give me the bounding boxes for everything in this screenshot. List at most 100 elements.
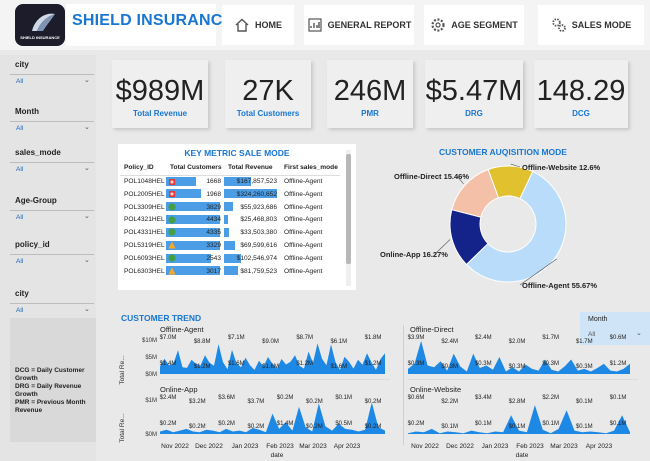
- nav-home-button[interactable]: HOME: [222, 5, 294, 45]
- key-metric-table: Policy_ID Total Customers Total Revenue …: [120, 160, 340, 278]
- customers-value: 1668: [206, 178, 221, 186]
- donut-slice[interactable]: [465, 170, 567, 283]
- green-circle-icon: [168, 215, 176, 224]
- data-label: $0.1M: [335, 395, 352, 401]
- customers-bar: [166, 189, 202, 199]
- data-label: $0.3M: [509, 364, 526, 370]
- kpi-value: $989M: [115, 75, 205, 107]
- data-label: $2.0M: [509, 339, 526, 345]
- series-title: Offline-Agent: [160, 325, 205, 334]
- revenue-value: $55,923,686: [240, 203, 277, 211]
- data-label: $3.2M: [189, 399, 206, 405]
- data-label: $0.3M: [576, 364, 593, 370]
- column-header[interactable]: Total Customers: [166, 160, 224, 176]
- revenue-value: $102,546,974: [236, 254, 277, 262]
- table-row[interactable]: POL6093HEL 2543 $102,546,974 Offline-Age…: [120, 252, 340, 265]
- chevron-down-icon: ⌄: [84, 306, 90, 313]
- panel-divider: [403, 325, 404, 445]
- kpi-label: Total Revenue: [132, 109, 188, 118]
- column-header[interactable]: Total Revenue: [224, 160, 280, 176]
- column-header[interactable]: Policy_ID: [120, 160, 166, 176]
- data-label: $0.1M: [576, 399, 593, 405]
- revenue-cell: $81,759,523: [224, 265, 280, 278]
- series-area[interactable]: [160, 343, 385, 374]
- nav-age-segment-button[interactable]: AGE SEGMENT: [424, 5, 524, 45]
- slicer-divider: [10, 254, 94, 255]
- table-row[interactable]: POL4321HEL 4434 $25,468,803 Offline-Agen…: [120, 214, 340, 227]
- scrollbar-thumb[interactable]: [346, 154, 351, 264]
- sales-mode-cell: Offline-Agent: [284, 190, 323, 198]
- customers-bar: [166, 240, 220, 250]
- revenue-cell: $33,503,380: [224, 226, 280, 239]
- x-tick-label: Apr 2023: [586, 443, 613, 450]
- policy-id-cell: POL2005HEL: [124, 190, 165, 198]
- nav-general-report-button[interactable]: GENERAL REPORT: [304, 5, 414, 45]
- series-area[interactable]: [408, 340, 630, 374]
- x-tick-label: Jan 2023: [232, 443, 259, 450]
- data-label: $2.8M: [509, 399, 526, 405]
- table-row[interactable]: POL3309HEL 3829 $55,923,686 Offline-Agen…: [120, 201, 340, 214]
- data-label: $3.9M: [408, 335, 425, 341]
- slicer-label: policy_id: [15, 240, 50, 249]
- data-label: $0.2M: [160, 421, 177, 427]
- data-label: $0.2M: [306, 399, 323, 405]
- slicer-dropdown[interactable]: All ⌄: [10, 76, 94, 88]
- table-scrollbar[interactable]: [346, 150, 351, 286]
- policy-id-cell: POL5319HEL: [124, 242, 165, 250]
- data-label: $0.1M: [610, 421, 627, 427]
- donut-slice[interactable]: [451, 168, 500, 218]
- slicer-value: All: [16, 307, 24, 314]
- sales-mode-cell: Offline-Agent: [284, 203, 323, 211]
- data-label: $0.1M: [509, 424, 526, 430]
- customers-cell: 1668: [166, 175, 224, 188]
- data-label: $0.2M: [189, 424, 206, 430]
- data-label: $2.4M: [160, 395, 177, 401]
- kpi-label: DCG: [572, 109, 590, 118]
- column-header[interactable]: First sales_mode: [280, 160, 340, 176]
- customers-value: 4335: [206, 229, 221, 237]
- kpi-card-total-customers: 27K Total Customers: [225, 60, 311, 128]
- slicer-dropdown[interactable]: All ⌄: [10, 164, 94, 176]
- table-row[interactable]: POL1048HEL 1668 $167,857,523 Offline-Age…: [120, 175, 340, 188]
- nav-sales-mode-button[interactable]: SALES MODE: [538, 5, 644, 45]
- x-tick-label: Feb 2023: [266, 443, 294, 450]
- revenue-cell: $69,599,616: [224, 239, 280, 252]
- slicer-divider: [10, 303, 94, 304]
- customers-value: 3829: [206, 203, 221, 211]
- donut-data-label: Online-App 16.27%: [380, 250, 448, 259]
- month-filter[interactable]: Month All ⌄: [580, 312, 650, 345]
- kpi-label: DRG: [465, 109, 483, 118]
- customers-bar: [166, 215, 220, 225]
- panel-divider: [160, 379, 390, 380]
- legend-box: [10, 318, 96, 442]
- series-area[interactable]: [408, 405, 630, 434]
- customers-cell: 1968: [166, 188, 224, 201]
- customers-value: 1968: [206, 190, 221, 198]
- brand-title: SHIELD INSURANCE: [72, 12, 234, 29]
- slicer-dropdown[interactable]: All ⌄: [10, 123, 94, 135]
- data-label: $0.3M: [475, 361, 492, 367]
- table-row[interactable]: POL2005HEL 1968 $324,260,652 Offline-Age…: [120, 188, 340, 201]
- y-tick-label: $5M: [145, 355, 157, 361]
- nav-general-report-label: GENERAL REPORT: [327, 20, 412, 30]
- series-area[interactable]: [160, 402, 385, 435]
- data-label: $2.4M: [475, 335, 492, 341]
- customers-value: 3017: [206, 267, 221, 275]
- y-tick-label: $1M: [145, 398, 157, 404]
- data-label: $3.6M: [218, 395, 235, 401]
- data-label: $0.2M: [306, 424, 323, 430]
- slicer-dropdown[interactable]: All ⌄: [10, 305, 94, 317]
- slicer-dropdown[interactable]: All ⌄: [10, 212, 94, 224]
- y-axis-label: Total Re...: [119, 413, 126, 442]
- policy-id-cell: POL6093HEL: [124, 254, 165, 262]
- y-tick-label: $10M: [142, 338, 157, 344]
- customers-bar: [166, 266, 220, 276]
- sales-mode-cell: Offline-Agent: [284, 267, 323, 275]
- customers-value: 4434: [206, 216, 221, 224]
- table-row[interactable]: POL5319HEL 3329 $69,599,616 Offline-Agen…: [120, 239, 340, 252]
- x-tick-label: Jan 2023: [482, 443, 509, 450]
- table-row[interactable]: POL6303HEL 3017 $81,759,523 Offline-Agen…: [120, 265, 340, 278]
- table-row[interactable]: POL4331HEL 4335 $33,503,380 Offline-Agen…: [120, 226, 340, 239]
- slicer-dropdown[interactable]: All ⌄: [10, 256, 94, 268]
- revenue-bar: [224, 202, 234, 212]
